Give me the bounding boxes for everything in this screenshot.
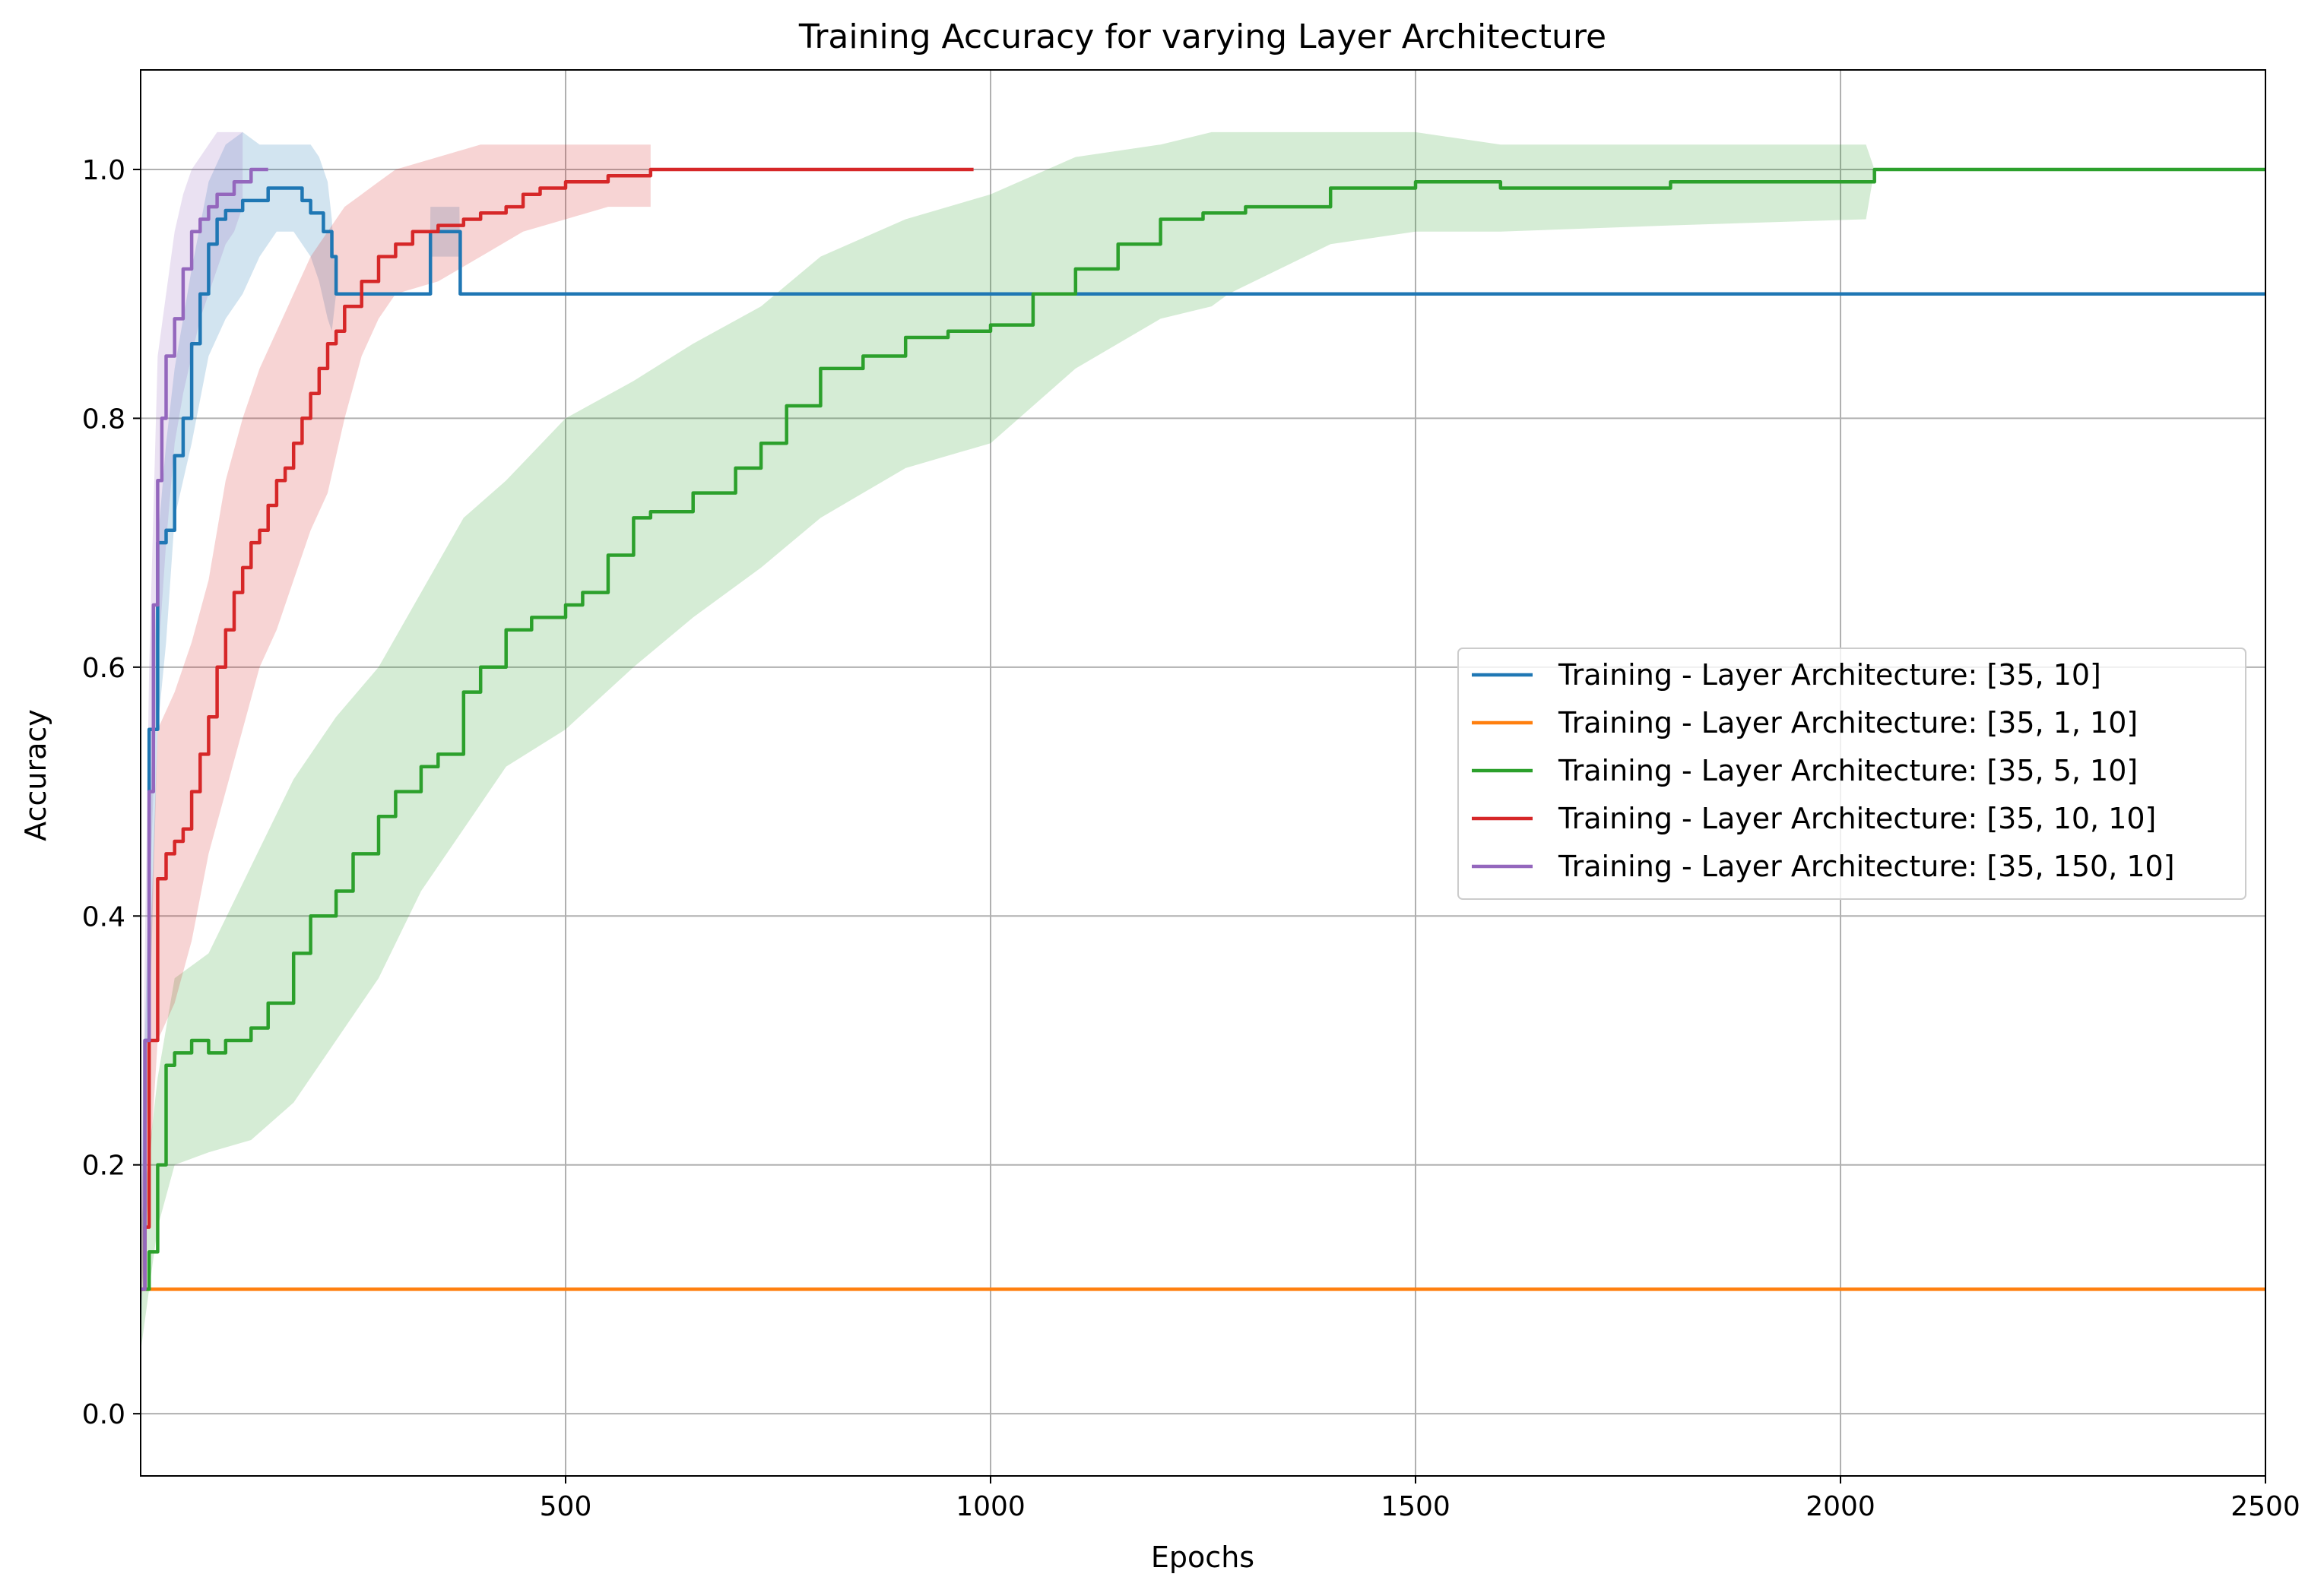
series-lines <box>141 167 2265 1291</box>
y-tick-label: 1.0 <box>82 155 125 186</box>
x-tick-label: 2000 <box>1806 1491 1875 1522</box>
legend-label: Training - Layer Architecture: [35, 1, 1… <box>1558 706 2138 739</box>
legend-label: Training - Layer Architecture: [35, 10] <box>1558 658 2101 692</box>
y-axis-label: Accuracy <box>19 709 52 841</box>
x-tick-label: 2500 <box>2230 1491 2300 1522</box>
legend-label: Training - Layer Architecture: [35, 10, … <box>1558 802 2156 835</box>
series-line <box>141 186 2265 1291</box>
x-tick-label: 1000 <box>956 1491 1026 1522</box>
y-tick-label: 0.0 <box>82 1399 125 1430</box>
series-line <box>141 167 268 1291</box>
axis-ticks: 500 1000 1500 2000 2500 0.0 0.2 0.4 0.6 0.8 1.0 <box>82 155 2300 1522</box>
x-tick-label: 1500 <box>1381 1491 1451 1522</box>
legend-box <box>1457 648 2246 900</box>
x-axis-label: Epochs <box>1151 1541 1254 1574</box>
series-line <box>141 167 2265 1291</box>
series-line <box>141 167 974 1291</box>
chart-title: Training Accuracy for varying Layer Arch… <box>798 17 1606 56</box>
legend-label: Training - Layer Architecture: [35, 150,… <box>1558 850 2175 883</box>
legend-label: Training - Layer Architecture: [35, 5, 1… <box>1558 754 2138 787</box>
confidence-bands <box>141 131 2265 1352</box>
legend: Training - Layer Architecture: [35, 10] T… <box>1457 648 2246 900</box>
y-tick-label: 0.8 <box>82 404 125 435</box>
confidence-band <box>141 144 651 1315</box>
plot-frame <box>140 69 2266 1477</box>
y-tick-label: 0.2 <box>82 1151 125 1182</box>
y-tick-label: 0.6 <box>82 653 125 684</box>
x-tick-label: 500 <box>540 1491 592 1522</box>
confidence-band <box>141 131 243 1352</box>
confidence-band <box>141 131 2265 1352</box>
y-tick-label: 0.4 <box>82 901 125 933</box>
